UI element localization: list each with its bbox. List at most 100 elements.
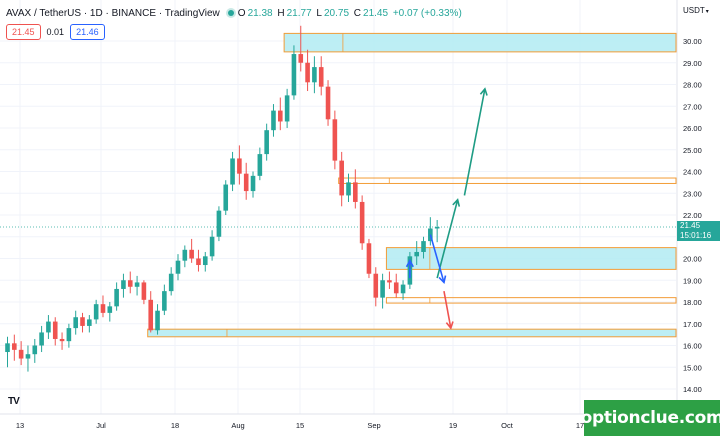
- candle-body: [366, 243, 372, 274]
- change-value: +0.07 (+0.33%): [392, 7, 462, 19]
- x-tick-label: 19: [449, 421, 457, 430]
- candle-body: [359, 201, 365, 244]
- y-tick-label: 17.00: [683, 320, 702, 329]
- low-label: L: [316, 7, 322, 19]
- y-tick-label: 14.00: [683, 385, 702, 394]
- projection-arrow: [429, 234, 445, 283]
- y-tick-label: 16.00: [683, 342, 702, 351]
- candle-body: [223, 184, 229, 211]
- candle-body: [32, 345, 38, 355]
- candle-body: [318, 67, 324, 87]
- y-tick-label: 28.00: [683, 81, 702, 90]
- y-tick-label: 20.00: [683, 255, 702, 264]
- candle-body: [46, 321, 51, 333]
- candle-body: [393, 282, 399, 294]
- symbol-header: AVAX / TetherUS · 1D · BINANCE · Trading…: [6, 5, 464, 21]
- candle-body: [230, 158, 235, 185]
- candle-body: [196, 258, 201, 266]
- candle-body: [284, 95, 290, 122]
- sell-button[interactable]: 21.45: [6, 24, 41, 40]
- candle-body: [278, 110, 283, 122]
- close-value: 21.45: [363, 7, 389, 19]
- candle-body: [168, 273, 174, 292]
- candle-body: [162, 291, 167, 311]
- arrow-head: [452, 198, 461, 207]
- candle-body: [209, 236, 215, 257]
- sr-zone: [338, 177, 677, 184]
- open-label: O: [237, 7, 246, 19]
- candle-body: [339, 160, 344, 196]
- candle-body: [93, 304, 99, 320]
- candle-body: [189, 249, 194, 259]
- candle-body: [127, 280, 133, 287]
- candle-body: [5, 343, 10, 353]
- candle-body: [387, 280, 392, 283]
- high-value: 21.77: [286, 7, 312, 19]
- candle-body: [380, 280, 385, 298]
- candle-body: [216, 210, 222, 237]
- sr-zone: [147, 328, 677, 338]
- candle-body: [291, 54, 297, 96]
- candle-body: [121, 280, 126, 289]
- candle-body: [87, 319, 92, 326]
- y-tick-label: 15.00: [683, 363, 702, 372]
- candle-body: [305, 62, 310, 83]
- x-tick-label: Jul: [96, 421, 106, 430]
- candle-body: [73, 317, 78, 329]
- arrow-head: [438, 275, 447, 285]
- sr-zone: [385, 247, 677, 270]
- x-tick-label: 18: [171, 421, 179, 430]
- projection-arrow: [436, 199, 459, 279]
- x-tick-label: Oct: [501, 421, 514, 430]
- candle-body: [182, 249, 188, 261]
- ohlc-values: O 21.38 H 21.77 L 20.75 C 21.45 +0.07 (+0.33…: [238, 8, 464, 19]
- x-tick-label: 13: [16, 421, 24, 430]
- currency-selector[interactable]: USDT▾: [683, 6, 709, 15]
- y-tick-label: 24.00: [683, 168, 702, 177]
- candle-body: [264, 130, 269, 155]
- symbol-title[interactable]: AVAX / TetherUS · 1D · BINANCE · Trading…: [6, 7, 220, 19]
- candle-body: [271, 110, 276, 131]
- candle-body: [18, 349, 24, 359]
- x-tick-label: 15: [296, 421, 304, 430]
- sr-zone: [385, 297, 677, 304]
- candle-body: [155, 310, 160, 331]
- candle-body: [434, 226, 440, 229]
- x-tick-label: 17: [576, 421, 584, 430]
- y-tick-label: 23.00: [683, 189, 702, 198]
- close-label: C: [353, 7, 362, 19]
- y-tick-label: 18.00: [683, 298, 702, 307]
- arrow-head: [445, 321, 454, 330]
- arrow-head: [405, 259, 414, 268]
- open-value: 21.38: [247, 7, 273, 19]
- trade-panel: 21.45 0.01 21.46: [6, 24, 105, 40]
- buy-button[interactable]: 21.46: [70, 24, 105, 40]
- candle-body: [237, 158, 242, 174]
- candle-body: [312, 67, 317, 83]
- y-tick-label: 30.00: [683, 37, 702, 46]
- y-tick-label: 26.00: [683, 124, 702, 133]
- candle-body: [421, 241, 426, 252]
- high-label: H: [277, 7, 285, 19]
- candle-body: [243, 173, 249, 192]
- brand-banner[interactable]: optionclue.com: [581, 400, 720, 436]
- candle-body: [298, 54, 304, 63]
- chevron-down-icon: ▾: [705, 9, 709, 15]
- candle-body: [80, 317, 85, 326]
- candle-body: [332, 119, 338, 161]
- candle-body: [346, 182, 351, 196]
- candle-body: [141, 282, 147, 300]
- y-tick-label: 25.00: [683, 146, 702, 155]
- candle-body: [59, 338, 65, 342]
- candle-body: [107, 306, 113, 313]
- candle-body: [25, 354, 31, 359]
- candle-body: [52, 321, 58, 339]
- candle-body: [325, 86, 331, 120]
- candle-body: [202, 256, 208, 266]
- candle-body: [353, 182, 358, 202]
- tradingview-logo[interactable]: TV: [8, 396, 20, 407]
- x-tick-label: Aug: [231, 421, 244, 430]
- projection-arrow: [463, 88, 486, 196]
